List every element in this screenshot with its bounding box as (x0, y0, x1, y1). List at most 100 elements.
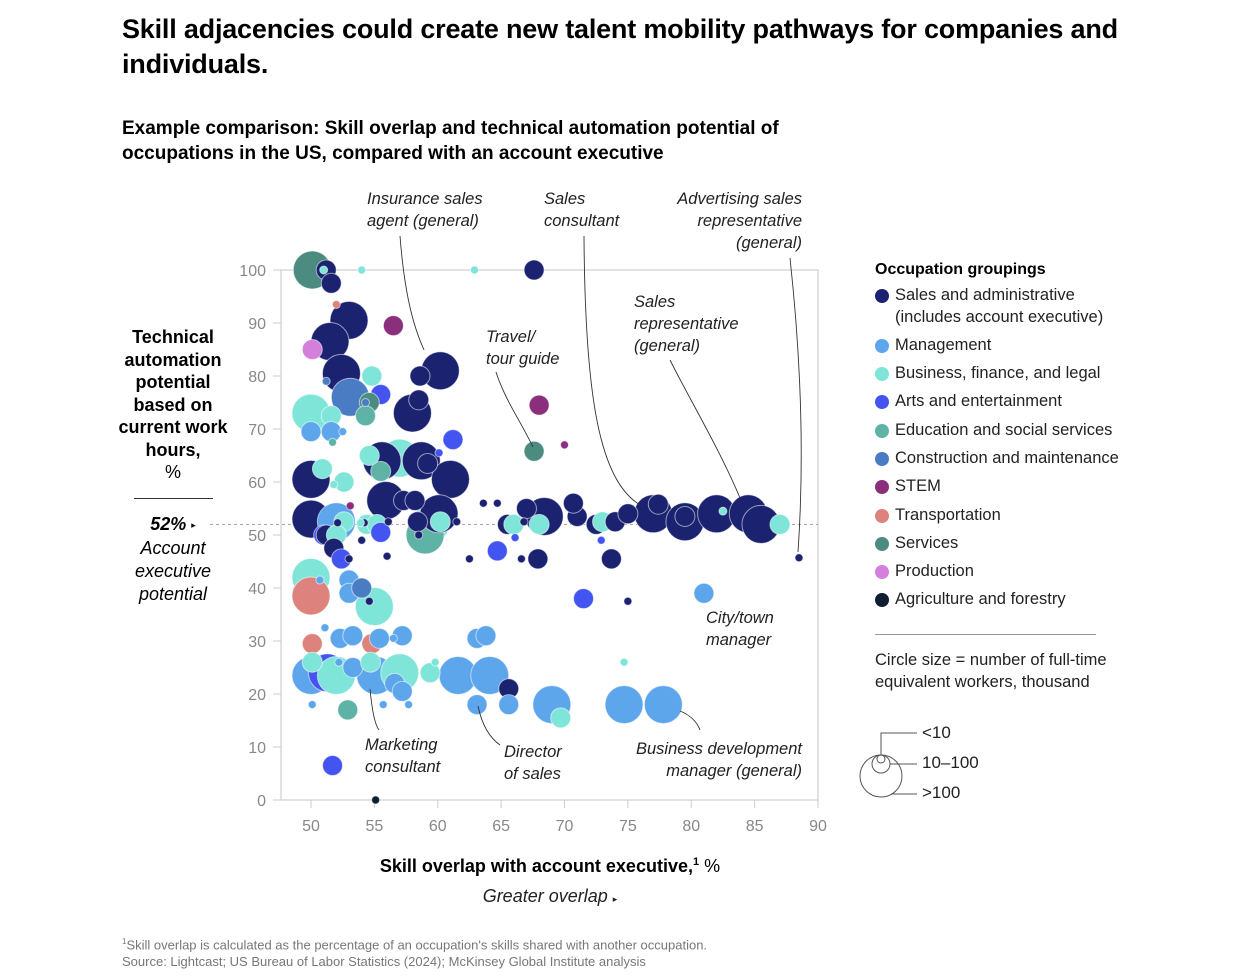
data-point-mgmt (320, 623, 330, 633)
data-point-arts (510, 533, 520, 543)
data-point-sales (383, 517, 393, 527)
size-legend-graphic (859, 732, 917, 798)
legend-item-stem: STEM (875, 476, 1175, 498)
legend-item-prod: Production (875, 561, 1175, 583)
legend-label-mgmt: Management (895, 335, 992, 354)
annotation-leader-line (369, 688, 380, 731)
data-point-sales (333, 518, 343, 528)
legend-label-prod: Production (895, 562, 974, 581)
data-point-biz (419, 662, 441, 684)
annotation-text: City/town (706, 609, 774, 627)
legend-swatch-prod (875, 565, 889, 580)
data-point-biz (769, 513, 791, 535)
data-point-stem (382, 315, 404, 337)
legend-item-constr: Construction and maintenance (875, 448, 1175, 470)
data-point-mgmt (388, 633, 398, 643)
annotation-text: tour guide (486, 350, 559, 368)
legend-swatch-arts (875, 395, 889, 410)
data-point-biz (528, 513, 550, 535)
annotation-business-development-manager-general: Business development manager (general) (636, 710, 803, 780)
data-point-mgmt (466, 694, 488, 716)
data-point-stem (560, 440, 569, 450)
size-legend-label-medium: 10–100 (922, 753, 979, 772)
annotation-text: consultant (365, 758, 442, 776)
y-axis-label-text: Technical automation potential based on … (118, 327, 228, 460)
legend-swatch-sales (875, 289, 889, 303)
data-point-biz (550, 707, 572, 729)
annotation-text: manager (general) (666, 762, 802, 780)
data-point-edu (328, 437, 338, 447)
annotation-leader-line (477, 705, 501, 746)
reference-value: 52% (150, 514, 187, 534)
annotation-city-town-manager: City/town manager (706, 609, 774, 649)
size-legend-medium-circle (871, 754, 891, 774)
data-point-mgmt (693, 582, 715, 604)
x-axis-footnote-marker: 1 (692, 856, 700, 868)
reference-arrow-icon: ▸ (191, 519, 196, 530)
data-point-biz (429, 511, 451, 533)
data-point-transp (331, 299, 341, 309)
data-point-serv (523, 440, 545, 462)
data-point-sales (492, 498, 502, 508)
data-point-arts (573, 588, 595, 610)
y-axis-unit: % (164, 462, 181, 482)
y-tick-label: 30 (248, 634, 266, 651)
data-point-stem (528, 394, 550, 416)
x-axis-unit: % (704, 856, 721, 876)
data-point-biz (718, 506, 728, 516)
footnote-text: Skill overlap is calculated as the perce… (126, 937, 708, 953)
data-point-mgmt (315, 575, 325, 585)
size-legend-label-small: <10 (922, 723, 951, 742)
data-point-transp (301, 633, 323, 655)
y-tick-label: 90 (248, 316, 266, 333)
data-point-mgmt (378, 700, 388, 710)
x-axis-label-text: Skill overlap with account executive, (379, 856, 693, 876)
annotation-leader-line (399, 235, 425, 351)
data-point-sales (515, 498, 537, 519)
annotation-leader-line (679, 710, 701, 731)
annotation-text: manager (706, 631, 773, 649)
data-point-biz (619, 657, 629, 667)
footnotes: 1Skill overlap is calculated as the perc… (122, 933, 707, 970)
reference-label: Account executive potential (134, 537, 212, 604)
data-point-biz (357, 265, 367, 275)
data-point-mgmt (604, 685, 644, 725)
data-point-sales (464, 554, 474, 564)
data-point-sales (523, 259, 545, 281)
x-axis-direction: Greater overlap ▸ (300, 886, 800, 907)
legend-label-transp: Transportation (895, 505, 1001, 524)
data-point-biz (329, 480, 339, 490)
data-point-constr (321, 376, 331, 386)
reference-annotation: 52% ▸ Account executive potential (128, 513, 218, 606)
annotation-text: Business development (636, 740, 803, 758)
x-axis-direction-label: Greater overlap (482, 886, 608, 906)
annotation-sales-consultant: Sales consultant (544, 190, 641, 506)
annotation-text: Advertising sales (676, 190, 802, 208)
legend-item-edu: Education and social services (875, 420, 1175, 442)
legend-swatch-serv (875, 536, 889, 551)
legend-item-sales: Sales and administrative (includes accou… (875, 285, 1175, 328)
legend-item-mgmt: Management (875, 335, 1175, 357)
annotation-leader-line (495, 371, 534, 448)
annotation-leader-line (583, 235, 641, 506)
data-point-sales (357, 535, 367, 545)
annotation-text: (general) (736, 234, 802, 252)
x-tick-label: 60 (429, 818, 447, 835)
data-point-sales (417, 452, 439, 474)
data-point-biz (361, 365, 383, 387)
annotation-advertising-sales-representative-general: Advertising sales representative (general) (676, 190, 802, 553)
annotation-text: consultant (544, 212, 621, 230)
data-point-edu (370, 460, 392, 482)
legend-item-biz: Business, finance, and legal (875, 363, 1175, 385)
data-point-arts (442, 429, 464, 451)
annotation-text: representative (634, 315, 739, 333)
data-point-mgmt (307, 700, 317, 710)
annotation-insurance-sales-agent-general: Insurance sales agent (general) (367, 190, 483, 351)
y-tick-label: 20 (248, 687, 266, 704)
y-axis-label: Technical automation potential based on … (118, 326, 228, 484)
data-point-biz (311, 458, 333, 480)
data-point-mgmt (300, 421, 322, 443)
x-tick-label: 55 (365, 818, 383, 835)
x-tick-label: 80 (682, 818, 700, 835)
